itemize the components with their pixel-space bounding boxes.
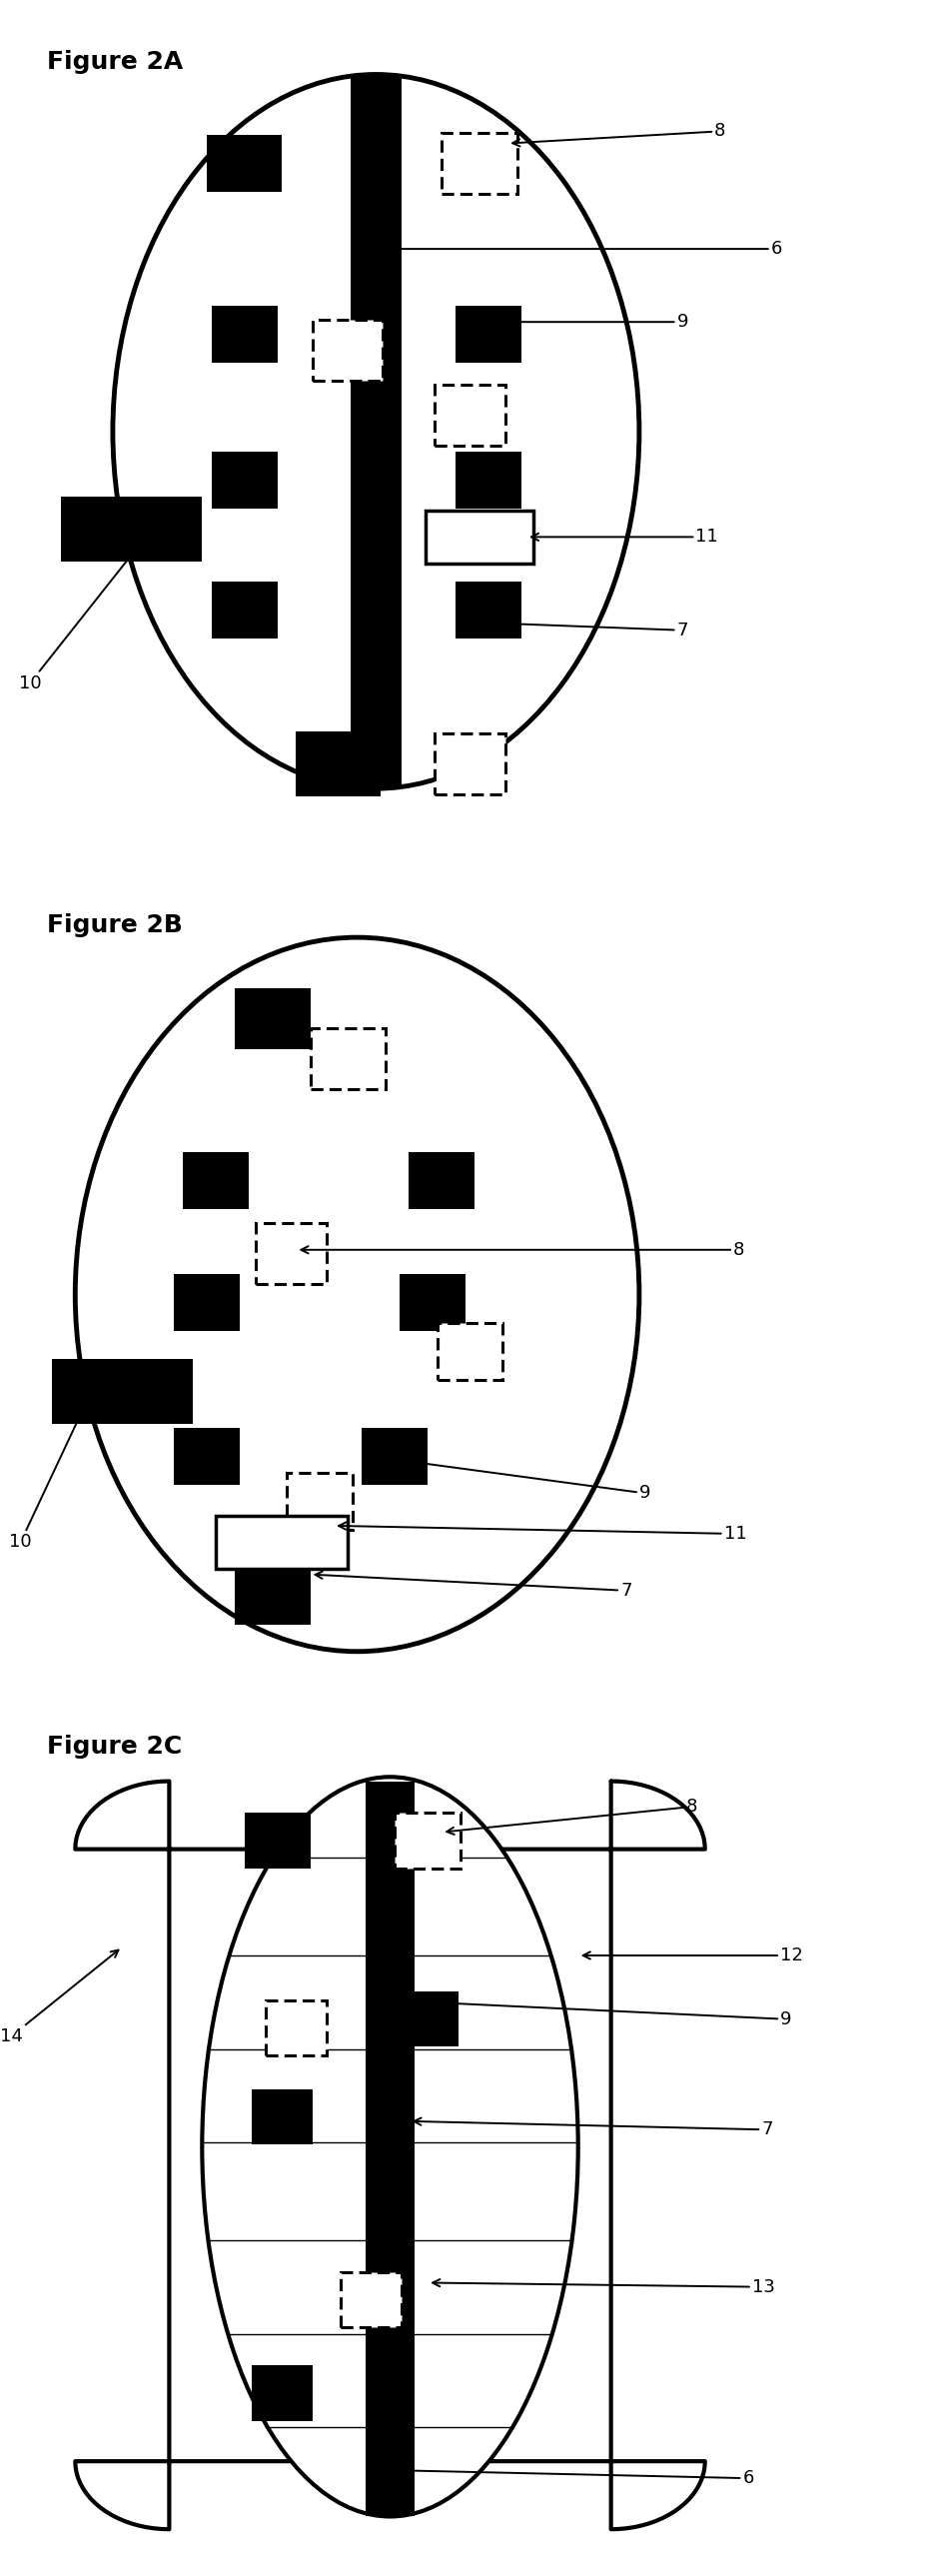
- Text: Figure 2C: Figure 2C: [47, 1734, 182, 1759]
- Ellipse shape: [113, 75, 639, 788]
- Bar: [434, 734, 506, 793]
- Bar: [397, 1991, 459, 2048]
- Bar: [244, 1814, 310, 1868]
- Text: 7: 7: [475, 618, 688, 639]
- Bar: [312, 319, 384, 381]
- Bar: [425, 510, 534, 564]
- Text: 8: 8: [512, 121, 726, 147]
- Bar: [235, 989, 310, 1048]
- Bar: [174, 1275, 240, 1332]
- Bar: [437, 1324, 503, 1381]
- Text: 6: 6: [381, 240, 782, 258]
- Text: 14: 14: [0, 1950, 118, 2045]
- Text: 8: 8: [446, 1798, 697, 1834]
- Text: 7: 7: [414, 2117, 773, 2138]
- Text: 13: 13: [432, 2277, 775, 2295]
- Bar: [395, 1814, 461, 1868]
- Bar: [235, 1564, 310, 1625]
- Bar: [251, 2365, 312, 2421]
- Bar: [434, 384, 506, 446]
- Bar: [350, 75, 401, 788]
- Text: 9: 9: [409, 1458, 650, 1502]
- Polygon shape: [75, 1780, 705, 2530]
- Bar: [296, 732, 381, 796]
- Bar: [212, 307, 277, 363]
- Bar: [456, 582, 522, 639]
- Bar: [310, 1028, 385, 1090]
- Bar: [183, 1151, 249, 1208]
- Bar: [174, 1427, 240, 1486]
- Text: 8: 8: [301, 1242, 744, 1260]
- Text: 9: 9: [432, 1999, 791, 2027]
- Text: 11: 11: [531, 528, 718, 546]
- Ellipse shape: [202, 1777, 578, 2517]
- Text: 9: 9: [494, 312, 688, 330]
- Bar: [265, 1999, 327, 2056]
- Bar: [456, 307, 522, 363]
- Text: Figure 2B: Figure 2B: [47, 912, 182, 938]
- Bar: [456, 451, 522, 507]
- Text: 6: 6: [376, 2465, 754, 2488]
- Bar: [216, 1515, 348, 1569]
- Bar: [207, 137, 282, 193]
- Ellipse shape: [75, 938, 639, 1651]
- Text: Figure 2A: Figure 2A: [47, 49, 183, 75]
- Bar: [256, 1224, 327, 1285]
- Bar: [287, 1473, 352, 1530]
- Bar: [52, 1360, 193, 1425]
- Bar: [442, 134, 517, 193]
- Bar: [61, 497, 202, 562]
- Text: 11: 11: [338, 1522, 746, 1543]
- Text: 10: 10: [9, 1401, 87, 1551]
- Bar: [400, 1275, 465, 1332]
- Bar: [341, 2272, 402, 2326]
- Bar: [409, 1151, 475, 1208]
- Bar: [212, 582, 277, 639]
- Bar: [251, 2089, 312, 2146]
- Text: 12: 12: [583, 1947, 803, 1965]
- Text: 10: 10: [19, 541, 143, 693]
- Bar: [366, 1780, 415, 2517]
- Bar: [362, 1427, 428, 1486]
- Bar: [212, 451, 277, 507]
- Text: 7: 7: [315, 1571, 632, 1600]
